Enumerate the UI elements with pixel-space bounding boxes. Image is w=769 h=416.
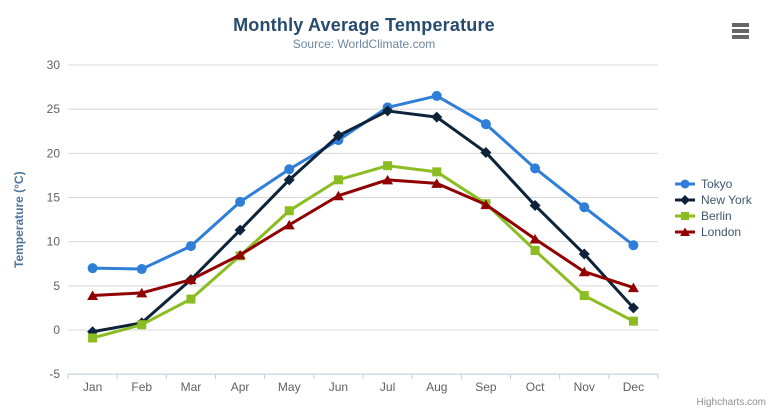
y-axis-label: 5 [53, 279, 60, 293]
x-axis-label: Sep [475, 380, 497, 394]
legend-item-label: Tokyo [701, 177, 733, 191]
chart-title: Monthly Average Temperature [233, 15, 495, 35]
legend-item-label: London [701, 225, 742, 239]
legend-item-new-york[interactable]: New York [674, 192, 752, 208]
credits-link[interactable]: Highcharts.com [696, 397, 766, 408]
x-axis-label: Oct [526, 380, 545, 394]
y-axis-label: 20 [47, 146, 61, 160]
legend-item-label: Berlin [701, 209, 732, 223]
x-axis-label: Jan [83, 380, 102, 394]
legend-item-label: New York [701, 193, 752, 207]
x-axis-label: May [278, 380, 301, 394]
x-axis-label: Apr [231, 380, 250, 394]
y-axis-label: 0 [53, 323, 60, 337]
menu-bar [731, 29, 749, 33]
chart-subtitle: Source: WorldClimate.com [292, 37, 436, 51]
diamond-icon [675, 195, 695, 205]
series-london[interactable] [87, 174, 639, 301]
hamburger-menu-icon[interactable] [730, 21, 750, 41]
menu-bar [731, 23, 749, 27]
y-axis-label: 30 [47, 58, 61, 72]
gridlines [68, 64, 658, 375]
series-new-york[interactable] [87, 105, 639, 338]
x-axis-label: Mar [181, 380, 202, 394]
x-axis-label: Feb [131, 380, 152, 394]
circle-icon [675, 179, 695, 189]
y-axis-label: 10 [47, 235, 61, 249]
legend-item-london[interactable]: London [674, 224, 752, 240]
x-axis-label: Jul [380, 380, 395, 394]
legend: Tokyo New York Berlin London [674, 176, 752, 240]
legend-item-berlin[interactable]: Berlin [674, 208, 752, 224]
y-axis-label: 25 [47, 102, 61, 116]
x-axis-label: Nov [574, 380, 595, 394]
x-axis-label: Aug [426, 380, 447, 394]
square-icon [675, 211, 695, 221]
y-axis-label: -5 [49, 367, 60, 381]
menu-bar [731, 35, 749, 39]
y-axis-label: 15 [47, 191, 61, 205]
x-axis-label: Dec [623, 380, 644, 394]
x-axis: Jan Feb Mar Apr May Jun Jul Aug Sep Oct Nov Dec [67, 373, 659, 394]
series-tokyo[interactable] [87, 90, 639, 275]
legend-item-tokyo[interactable]: Tokyo [674, 176, 752, 192]
y-axis-labels: -5 0 5 10 15 20 25 30 [47, 58, 61, 381]
x-axis-label: Jun [329, 380, 348, 394]
triangle-icon [675, 227, 695, 237]
